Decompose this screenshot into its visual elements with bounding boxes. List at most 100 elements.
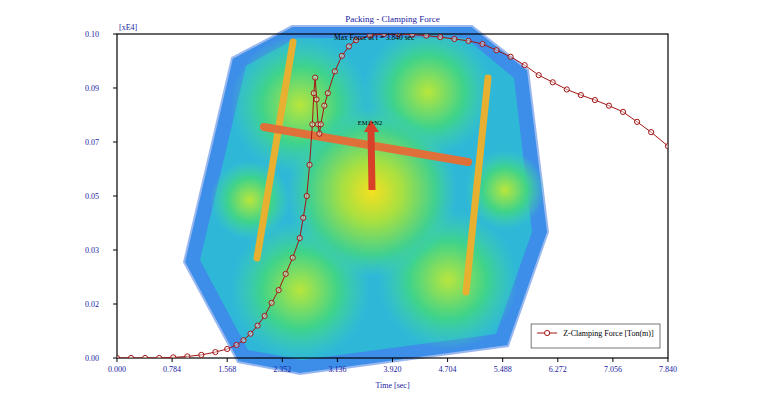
y-tick <box>113 196 117 197</box>
point <box>157 355 162 358</box>
point <box>325 91 330 96</box>
point <box>297 235 302 240</box>
y-tick <box>113 34 117 35</box>
point <box>438 35 443 40</box>
point <box>117 355 120 358</box>
y-tick <box>113 358 117 359</box>
point <box>248 331 253 336</box>
x-tick <box>392 358 393 362</box>
point <box>322 103 327 108</box>
x-tick-label: 7.840 <box>659 365 677 374</box>
point <box>234 342 239 347</box>
y-tick-label: 0.07 <box>85 138 99 147</box>
y-tick-label: 0.00 <box>85 354 99 363</box>
point <box>241 338 246 343</box>
x-axis-title: Time [sec] <box>375 381 409 390</box>
point <box>301 215 306 220</box>
y-tick-label: 0.10 <box>85 30 99 39</box>
legend: Z-Clamping Force [Ton(m)] <box>531 324 660 348</box>
legend-box <box>531 324 660 348</box>
point <box>424 34 429 38</box>
plate <box>184 26 548 374</box>
point <box>185 354 190 358</box>
point <box>339 53 344 58</box>
x-tick-label: 2.352 <box>273 365 291 374</box>
point <box>452 36 457 41</box>
point <box>143 355 148 358</box>
x-tick <box>557 358 558 362</box>
point <box>318 122 323 127</box>
flow-zone <box>210 160 290 240</box>
point <box>494 48 499 53</box>
y-tick-label: 0.03 <box>85 246 99 255</box>
annotation: EM1+N2 <box>358 119 383 126</box>
chart: Packing - Clamping Force [xE4] Time [sec] 0… <box>0 0 775 400</box>
x-tick <box>447 358 448 362</box>
point <box>314 97 319 102</box>
x-tick-label: 0.784 <box>163 365 181 374</box>
point <box>536 73 541 78</box>
x-tick-label: 0.000 <box>108 365 126 374</box>
point <box>304 193 309 198</box>
x-tick <box>668 358 669 362</box>
point <box>262 313 267 318</box>
point <box>578 92 583 97</box>
legend-marker <box>545 330 550 335</box>
point <box>346 44 351 49</box>
point <box>307 162 312 167</box>
point <box>332 69 337 74</box>
point <box>522 63 527 68</box>
point <box>620 109 625 114</box>
data-group <box>117 34 668 358</box>
point <box>213 349 218 354</box>
point <box>480 41 485 46</box>
y-tick <box>113 249 117 250</box>
y-tick <box>113 87 117 88</box>
point <box>128 355 133 358</box>
point <box>564 87 569 92</box>
x-tick <box>117 358 118 362</box>
point <box>269 300 274 305</box>
point <box>550 80 555 85</box>
point <box>276 287 281 292</box>
runner <box>257 42 293 258</box>
point <box>225 346 230 351</box>
x-tick-label: 1.568 <box>218 365 236 374</box>
point <box>649 130 654 135</box>
plot-frame <box>117 34 668 358</box>
point <box>665 144 668 149</box>
point <box>283 271 288 276</box>
point <box>508 54 513 59</box>
point <box>290 255 295 260</box>
point <box>634 119 639 124</box>
x-tick <box>502 358 503 362</box>
title: Packing - Clamping Force <box>345 14 440 24</box>
x-tick-label: 6.272 <box>549 365 567 374</box>
y-tick-label: 0.02 <box>85 300 99 309</box>
point <box>606 103 611 108</box>
x-tick <box>227 358 228 362</box>
x-tick-label: 5.488 <box>494 365 512 374</box>
runner <box>466 78 488 292</box>
point <box>171 355 176 358</box>
point <box>313 75 318 80</box>
point <box>317 131 322 136</box>
point <box>311 91 316 96</box>
point <box>199 352 204 357</box>
y-unit: [xE4] <box>119 23 138 32</box>
x-tick <box>337 358 338 362</box>
point <box>310 122 315 127</box>
point <box>255 323 260 328</box>
x-tick <box>282 358 283 362</box>
runner <box>264 127 468 162</box>
y-tick-label: 0.09 <box>85 84 99 93</box>
x-tick-label: 3.136 <box>328 365 346 374</box>
y-tick <box>113 304 117 305</box>
annotation: Max Force at t = 3.840 sec <box>334 33 415 42</box>
y-tick <box>113 142 117 143</box>
point <box>592 97 597 102</box>
x-tick <box>172 358 173 362</box>
point <box>466 38 471 43</box>
x-tick-label: 7.056 <box>604 365 622 374</box>
y-tick-label: 0.05 <box>85 192 99 201</box>
